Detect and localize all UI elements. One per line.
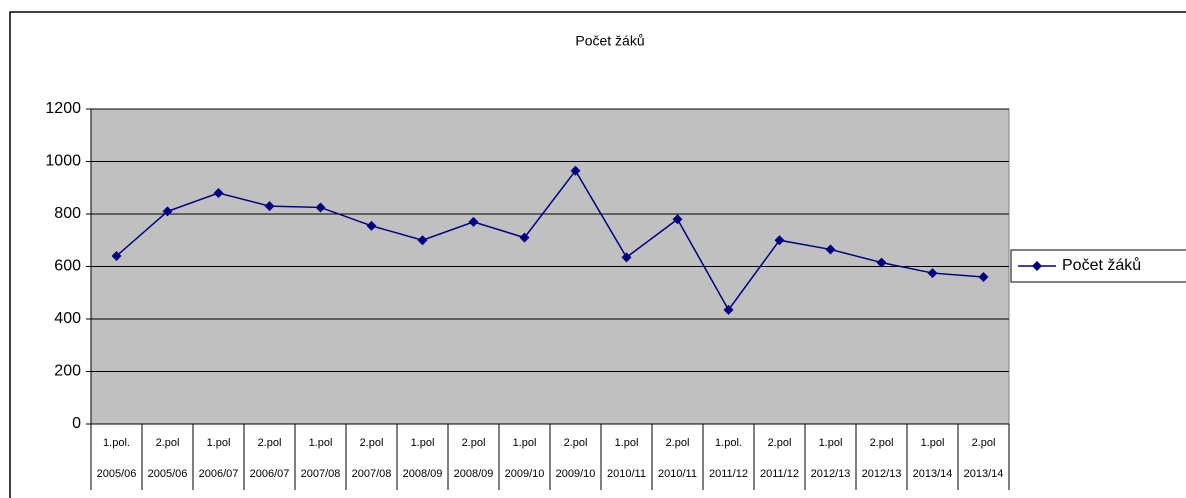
x-group-label: 2008/09 — [454, 468, 494, 480]
x-tick-label: 2.pol — [564, 437, 588, 449]
x-group-label: 2011/12 — [709, 468, 748, 480]
x-group-label: 2008/09 — [403, 468, 443, 480]
data-point — [570, 165, 581, 176]
data-point — [111, 251, 122, 261]
x-tick-label: 1.pol — [513, 437, 537, 449]
x-group-label: 2012/13 — [862, 468, 902, 480]
x-group-label: 2005/06 — [97, 468, 137, 480]
x-group-label: 2007/08 — [352, 468, 392, 480]
x-tick-label: 2.pol — [972, 437, 996, 449]
chart-title: Počet žáků — [575, 33, 644, 49]
data-point — [825, 244, 836, 255]
y-tick-label: 600 — [54, 258, 81, 275]
data-point — [876, 257, 887, 268]
x-group-label: 2009/10 — [556, 468, 596, 480]
data-point — [978, 272, 989, 282]
x-tick-label: 2.pol — [462, 437, 486, 449]
data-point — [417, 235, 428, 246]
data-point — [468, 216, 479, 227]
data-point — [723, 304, 734, 315]
x-tick-label: 1.pol. — [103, 437, 130, 449]
y-tick-label: 400 — [54, 310, 81, 327]
legend-label: Počet žáků — [1062, 256, 1141, 274]
x-tick-label: 1.pol — [615, 437, 639, 449]
y-tick-label: 200 — [54, 363, 81, 380]
data-point — [315, 202, 326, 213]
x-group-label: 2013/14 — [964, 468, 1004, 480]
x-tick-label: 2.pol — [360, 437, 384, 449]
x-tick-label: 2.pol — [666, 437, 690, 449]
x-group-label: 2012/13 — [811, 468, 851, 480]
x-tick-label: 2.pol — [258, 437, 282, 449]
x-tick-label: 1.pol — [207, 437, 231, 449]
x-tick-label: 1.pol. — [715, 437, 742, 449]
y-tick-label: 1200 — [45, 100, 81, 117]
data-point — [162, 206, 173, 217]
y-tick-label: 800 — [54, 205, 81, 222]
x-group-label: 2006/07 — [199, 468, 239, 480]
data-point — [672, 214, 683, 225]
x-group-label: 2013/14 — [913, 468, 953, 480]
x-tick-label: 2.pol — [156, 437, 180, 449]
data-point — [264, 201, 275, 212]
data-point — [213, 188, 224, 198]
x-tick-label: 1.pol — [819, 437, 843, 449]
x-group-label: 2006/07 — [250, 468, 290, 480]
data-point — [519, 232, 530, 243]
x-tick-label: 1.pol — [921, 437, 945, 449]
x-tick-label: 2.pol — [870, 437, 894, 449]
x-tick-label: 2.pol — [768, 437, 792, 449]
data-point — [621, 252, 632, 263]
x-group-label: 2010/11 — [658, 468, 697, 480]
series-line — [116, 169, 984, 312]
x-group-label: 2011/12 — [760, 468, 799, 480]
legend-marker — [1032, 261, 1042, 271]
x-tick-label: 1.pol — [411, 437, 435, 449]
x-group-label: 2007/08 — [301, 468, 341, 480]
x-tick-label: 1.pol — [309, 437, 333, 449]
data-point — [774, 235, 785, 246]
data-point — [927, 268, 938, 279]
y-tick-label: 1000 — [45, 153, 81, 170]
x-group-label: 2010/11 — [607, 468, 646, 480]
x-group-label: 2005/06 — [148, 468, 188, 480]
x-group-label: 2009/10 — [505, 468, 545, 480]
y-tick-label: 0 — [72, 415, 81, 432]
data-point — [366, 220, 377, 231]
